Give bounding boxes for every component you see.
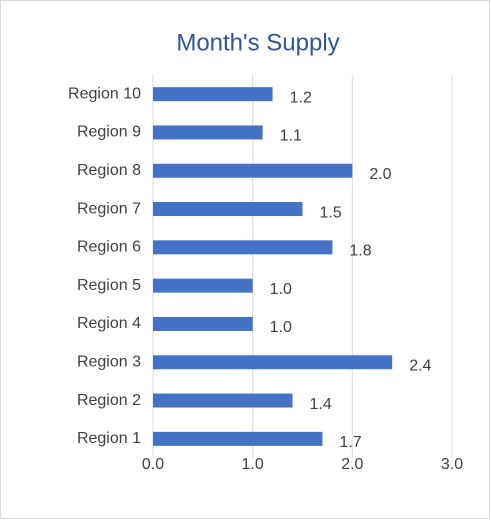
data-label: 2.0 [369, 166, 391, 183]
x-tick-label: 0.0 [142, 456, 164, 473]
bar [153, 202, 303, 217]
bar [153, 393, 293, 408]
data-label: 2.4 [409, 357, 431, 374]
data-label: 1.7 [339, 434, 361, 451]
data-label: 1.0 [270, 281, 292, 298]
y-tick-label: Region 10 [68, 85, 141, 102]
y-tick-label: Region 2 [77, 392, 141, 409]
bar [153, 316, 253, 331]
bar [153, 278, 253, 293]
data-label: 1.2 [290, 89, 312, 106]
x-tick-label: 2.0 [341, 456, 363, 473]
data-label: 1.4 [310, 396, 332, 413]
bar [153, 163, 353, 178]
bar [153, 125, 263, 140]
data-label: 1.0 [270, 319, 292, 336]
data-label: 1.5 [320, 204, 342, 221]
bar [153, 240, 333, 255]
y-tick-label: Region 8 [77, 162, 141, 179]
y-tick-label: Region 7 [77, 200, 141, 217]
y-tick-label: Region 3 [77, 353, 141, 370]
y-tick-label: Region 1 [77, 430, 141, 447]
bar [153, 431, 323, 446]
chart-title: Month's Supply [176, 29, 339, 56]
y-tick-label: Region 9 [77, 124, 141, 141]
y-tick-label: Region 4 [77, 315, 141, 332]
y-tick-label: Region 5 [77, 277, 141, 294]
data-label: 1.8 [349, 243, 371, 260]
data-label: 1.1 [280, 128, 302, 145]
y-tick-label: Region 6 [77, 239, 141, 256]
bar [153, 355, 393, 370]
x-tick-label: 3.0 [441, 456, 463, 473]
bar [153, 87, 273, 102]
x-tick-label: 1.0 [242, 456, 264, 473]
